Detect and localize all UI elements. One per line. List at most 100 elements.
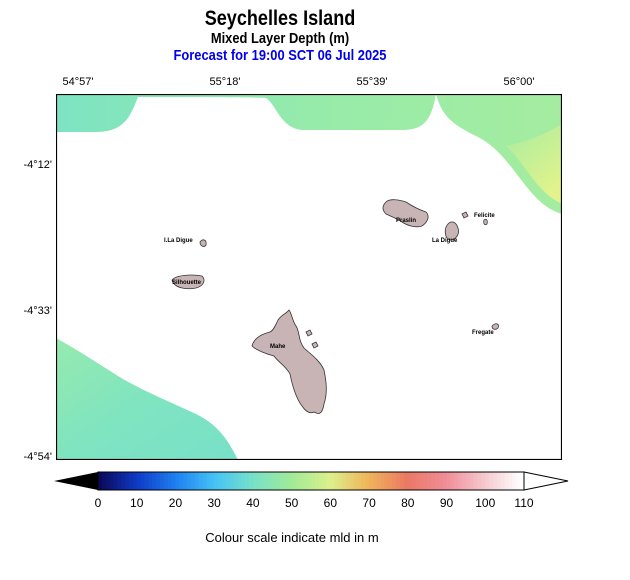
colorbar-swatch — [361, 472, 366, 490]
ile-du-nord-island — [199, 239, 207, 247]
colorbar-swatch — [415, 472, 421, 490]
colorbar-swatch — [396, 472, 401, 490]
colorbar-swatch — [400, 472, 405, 490]
colorbar-swatch — [489, 472, 494, 490]
colorbar-swatch — [338, 472, 343, 490]
colorbar-swatch — [276, 472, 281, 490]
colorbar-swatch — [341, 472, 347, 490]
label-fregate: Fregate — [472, 330, 494, 336]
colorbar-swatch — [349, 472, 355, 490]
colorbar-swatch — [252, 472, 258, 490]
colorbar-tick-label: 70 — [362, 496, 376, 510]
colorbar-tick-label: 30 — [207, 496, 221, 510]
colorbar-swatch — [206, 472, 211, 490]
colorbar-tick-label: 60 — [323, 496, 338, 510]
map-frame — [56, 94, 562, 460]
colorbar-under-arrow — [54, 472, 98, 490]
colorbar-swatch — [465, 472, 471, 490]
colorbar-swatch — [372, 472, 378, 490]
colorbar-swatch — [128, 472, 134, 490]
mld-field-top — [56, 94, 562, 214]
colorbar-frame — [97, 471, 525, 491]
colorbar-swatch — [431, 472, 436, 490]
colorbar-swatch — [140, 472, 146, 490]
colorbar-swatch — [520, 472, 525, 490]
colorbar-swatch — [311, 472, 316, 490]
colorbar-swatch — [496, 472, 502, 490]
colorbar-caption: Colour scale indicate mld in m — [205, 530, 379, 545]
colorbar-swatch — [322, 472, 328, 490]
colorbar-swatch — [291, 472, 297, 490]
colorbar-tick-label: 110 — [514, 496, 534, 510]
lon-label-4: 56°00' — [503, 76, 535, 88]
fregate-island — [491, 323, 499, 330]
colorbar-tick-label: 40 — [246, 496, 260, 510]
colorbar-swatch — [419, 472, 424, 490]
colorbar-swatch — [136, 472, 142, 490]
colorbar-swatch — [202, 472, 208, 490]
colorbar-swatch — [241, 472, 246, 490]
colorbar-swatch — [334, 472, 339, 490]
colorbar-swatch — [376, 472, 382, 490]
lat-label-2: -4°33' — [23, 305, 52, 317]
mld-field-bottom-left — [56, 338, 238, 460]
colorbar-swatch — [345, 472, 351, 490]
colorbar-over-arrow — [523, 471, 569, 491]
colorbar-tick-label: 20 — [168, 496, 183, 510]
colorbar-tick-label: 90 — [439, 496, 454, 510]
small-island-1 — [461, 211, 469, 219]
colorbar-swatch — [214, 472, 219, 490]
colorbar-swatch — [438, 472, 444, 490]
colorbar-tick-label: 50 — [284, 496, 299, 510]
praslin-island — [382, 199, 429, 228]
lon-label-1: 54°57' — [62, 76, 94, 88]
colorbar-swatch — [194, 472, 200, 490]
colorbar-tick-label: 0 — [94, 496, 102, 510]
colorbar-swatch — [125, 472, 130, 490]
colorbar-swatch — [477, 472, 482, 490]
colorbar-swatch — [148, 472, 153, 490]
colorbar-swatch — [249, 472, 254, 490]
colorbar-swatch — [353, 472, 359, 490]
la-digue-island — [444, 221, 459, 241]
lon-label-2: 55°18' — [209, 76, 241, 88]
colorbar-swatch — [101, 472, 107, 490]
colorbar-swatch — [403, 472, 409, 490]
colorbar-swatch — [516, 472, 521, 490]
colorbar-swatch — [411, 472, 417, 490]
colorbar-swatch — [210, 472, 215, 490]
colorbar-tick-label: 80 — [401, 496, 415, 510]
colorbar-swatch — [369, 472, 374, 490]
colorbar-swatch — [156, 472, 161, 490]
colorbar-swatch — [268, 472, 273, 490]
colorbar-swatch — [98, 472, 103, 490]
colorbar-swatch — [423, 472, 428, 490]
colorbar-swatch — [179, 472, 184, 490]
colorbar-swatch — [171, 472, 177, 490]
colorbar-swatch — [218, 472, 223, 490]
colorbar-swatch — [462, 472, 467, 490]
colorbar-swatch — [504, 472, 510, 490]
colorbar-swatch — [175, 472, 180, 490]
mahe-island — [251, 309, 327, 414]
label-praslin: Praslin — [396, 218, 416, 224]
colorbar-swatch — [427, 472, 432, 490]
colorbar-swatch — [442, 472, 448, 490]
colorbar-swatch — [493, 472, 498, 490]
colorbar-swatch — [187, 472, 192, 490]
lat-label-1: -4°12' — [23, 159, 52, 171]
colorbar-swatch — [446, 472, 452, 490]
colorbar-swatch — [225, 472, 231, 490]
label-ile-du-nord: I.La Digue — [164, 238, 193, 244]
colorbar-swatch — [287, 472, 293, 490]
colorbar-swatch — [318, 472, 324, 490]
colorbar-swatch — [485, 472, 490, 490]
colorbar-swatch — [237, 472, 242, 490]
colorbar-swatch — [380, 472, 386, 490]
colorbar-swatch — [392, 472, 397, 490]
label-silhouette: Silhouette — [172, 280, 202, 286]
colorbar-swatch — [280, 472, 285, 490]
colorbar-swatch — [314, 472, 320, 490]
silhouette-island — [171, 274, 205, 290]
colorbar-swatch — [233, 472, 239, 490]
